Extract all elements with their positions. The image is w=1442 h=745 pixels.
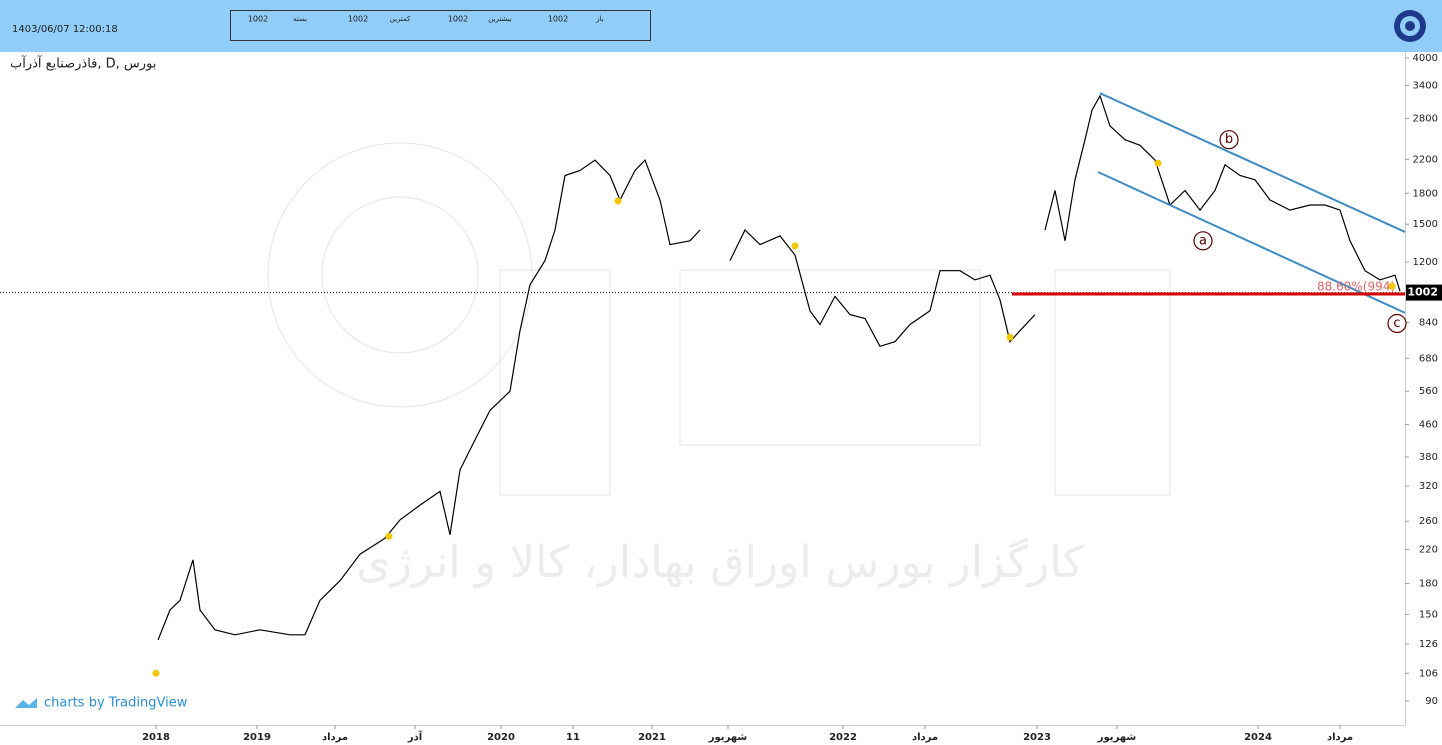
wave-label: b — [1225, 132, 1233, 147]
wave-circle — [1219, 130, 1239, 150]
x-tick-label: 2022 — [829, 732, 857, 743]
x-tick-label: شهریور — [1097, 732, 1137, 743]
x-tick-label: 2024 — [1244, 732, 1272, 743]
x-tick-label: مرداد — [1327, 732, 1353, 743]
ohlc-label: باز — [595, 15, 604, 23]
ohlc-box — [230, 10, 651, 41]
ohlc-label: بیشترین — [488, 15, 512, 23]
y-tick-label: 380 — [1419, 452, 1438, 463]
y-tick-label: 106 — [1419, 668, 1438, 679]
y-tick-label: 320 — [1419, 481, 1438, 492]
y-tick-label: 260 — [1419, 516, 1438, 527]
x-tick-label: مرداد — [912, 732, 938, 743]
x-tick-label: 11 — [566, 732, 580, 743]
x-tick-label: 2018 — [142, 732, 170, 743]
y-tick-label: 90 — [1425, 696, 1438, 707]
x-tick-label: مرداد — [322, 732, 348, 743]
price-tag-label: 1002 — [1407, 286, 1438, 299]
signal-dot — [385, 532, 393, 540]
fib-label: 88.60%(994) — [1317, 279, 1395, 293]
ohlc-value: 1002 — [448, 15, 468, 24]
ohlc-value: 1002 — [248, 15, 268, 24]
ohlc-value: 1002 — [348, 15, 368, 24]
y-tick-label: 150 — [1419, 609, 1438, 620]
x-tick-label: 2020 — [487, 732, 515, 743]
y-tick-label: 1200 — [1413, 257, 1438, 268]
y-tick-label: 126 — [1419, 639, 1438, 650]
brand: charts by TradingView — [15, 696, 188, 711]
channel-line — [1099, 92, 1406, 233]
x-tick-label: 2023 — [1023, 732, 1051, 743]
y-tick-label: 1800 — [1413, 188, 1438, 199]
x-tick-label: 2021 — [638, 732, 666, 743]
signal-dot — [1006, 333, 1014, 341]
y-tick-label: 680 — [1419, 353, 1438, 364]
wave-label: a — [1199, 233, 1207, 248]
signal-dot — [152, 669, 160, 677]
y-tick-label: 460 — [1419, 420, 1438, 431]
ohlc-label: کمترین — [390, 15, 411, 23]
watermark-shapes — [267, 142, 1171, 496]
y-tick-label: 220 — [1419, 545, 1438, 556]
wave-circle — [1387, 313, 1407, 334]
y-tick-label: 2200 — [1413, 154, 1438, 165]
channel-line — [1097, 171, 1406, 314]
wave-circle — [1193, 231, 1213, 251]
y-tick-label: 560 — [1419, 386, 1438, 397]
signal-dot — [1154, 159, 1162, 167]
signal-dot — [614, 197, 622, 205]
y-tick-label: 2800 — [1413, 113, 1438, 124]
price-tag — [1406, 284, 1442, 301]
y-tick-label: 840 — [1419, 317, 1438, 328]
y-tick-label: 3400 — [1413, 81, 1438, 92]
y-tick-label: 180 — [1419, 579, 1438, 590]
timestamp: 1403/06/07 12:00:18 — [12, 24, 118, 35]
watermark-text: کارگزار بورس اوراق بهادار، کالا و انرژی — [356, 537, 1084, 588]
ohlc-label: بسته — [293, 15, 307, 23]
ohlc-value: 1002 — [548, 15, 568, 24]
y-tick-label: 4000 — [1413, 53, 1438, 64]
x-tick-label: شهریور — [708, 732, 748, 743]
logo — [1394, 10, 1426, 42]
signal-dot — [791, 242, 799, 250]
wave-label: c — [1393, 316, 1400, 331]
chart-title: فاذرصنایع آذرآب, D, بورس — [10, 55, 156, 72]
y-tick-label: 1500 — [1413, 219, 1438, 230]
x-tick-label: آذر — [407, 730, 423, 743]
x-tick-label: 2019 — [243, 732, 271, 743]
signal-dot — [1388, 282, 1396, 290]
header-bar — [0, 0, 1442, 52]
brand-text: charts by TradingView — [44, 696, 188, 711]
